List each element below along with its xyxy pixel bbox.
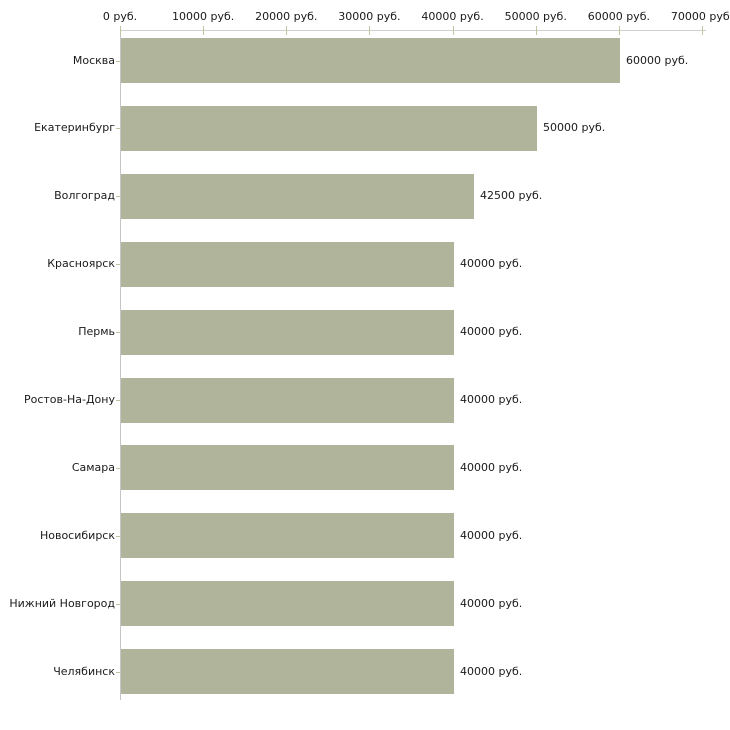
x-axis-tick-label: 40000 руб. xyxy=(421,10,484,23)
category-label: Нижний Новгород xyxy=(9,597,115,610)
bar xyxy=(121,581,454,626)
bar xyxy=(121,378,454,423)
category-tick-mark xyxy=(116,61,121,62)
bar xyxy=(121,310,454,355)
category-tick-mark xyxy=(116,468,121,469)
value-label: 40000 руб. xyxy=(460,665,523,678)
category-tick-mark xyxy=(116,604,121,605)
x-axis-tick-mark xyxy=(452,26,454,35)
x-axis-tick-label: 30000 руб. xyxy=(338,10,401,23)
x-axis-tick-label: 10000 руб. xyxy=(172,10,235,23)
x-axis-tick-label: 50000 руб. xyxy=(504,10,567,23)
value-label: 50000 руб. xyxy=(543,121,606,134)
x-axis-tick-mark xyxy=(120,26,121,35)
value-label: 40000 руб. xyxy=(460,325,523,338)
bar xyxy=(121,649,454,694)
bar xyxy=(121,174,474,219)
x-axis-tick-label: 60000 руб. xyxy=(587,10,650,23)
bar xyxy=(121,38,620,83)
category-label: Челябинск xyxy=(53,665,115,678)
x-axis-tick-label: 0 руб. xyxy=(102,10,138,23)
category-label: Екатеринбург xyxy=(34,121,115,134)
y-axis-line xyxy=(120,30,121,700)
value-label: 40000 руб. xyxy=(460,393,523,406)
category-tick-mark xyxy=(116,264,121,265)
value-label: 40000 руб. xyxy=(460,529,523,542)
bar xyxy=(121,106,537,151)
value-label: 42500 руб. xyxy=(480,189,543,202)
value-label: 40000 руб. xyxy=(460,461,523,474)
category-label: Волгоград xyxy=(54,189,115,202)
x-axis-line xyxy=(120,30,706,31)
value-label: 40000 руб. xyxy=(460,597,523,610)
x-axis-tick-mark xyxy=(286,26,288,35)
x-axis-tick-label: 70000 руб. xyxy=(670,10,730,23)
x-axis-tick-mark xyxy=(618,26,620,35)
category-label: Пермь xyxy=(78,325,115,338)
category-tick-mark xyxy=(116,536,121,537)
category-label: Ростов-На-Дону xyxy=(23,393,115,406)
x-axis-tick-label: 20000 руб. xyxy=(255,10,318,23)
x-axis-tick-mark xyxy=(702,26,703,35)
category-label: Красноярск xyxy=(47,257,115,270)
bar xyxy=(121,242,454,287)
value-label: 40000 руб. xyxy=(460,257,523,270)
x-axis-tick-mark xyxy=(535,26,537,35)
category-tick-mark xyxy=(116,128,121,129)
category-label: Самара xyxy=(71,461,115,474)
category-tick-mark xyxy=(116,400,121,401)
bar xyxy=(121,445,454,490)
category-tick-mark xyxy=(116,196,121,197)
x-axis-tick-mark xyxy=(203,26,205,35)
category-tick-mark xyxy=(116,332,121,333)
category-label: Новосибирск xyxy=(39,529,115,542)
category-tick-mark xyxy=(116,672,121,673)
bar xyxy=(121,513,454,558)
value-label: 60000 руб. xyxy=(626,54,689,67)
x-axis-tick-mark xyxy=(369,26,371,35)
category-label: Москва xyxy=(72,54,115,67)
